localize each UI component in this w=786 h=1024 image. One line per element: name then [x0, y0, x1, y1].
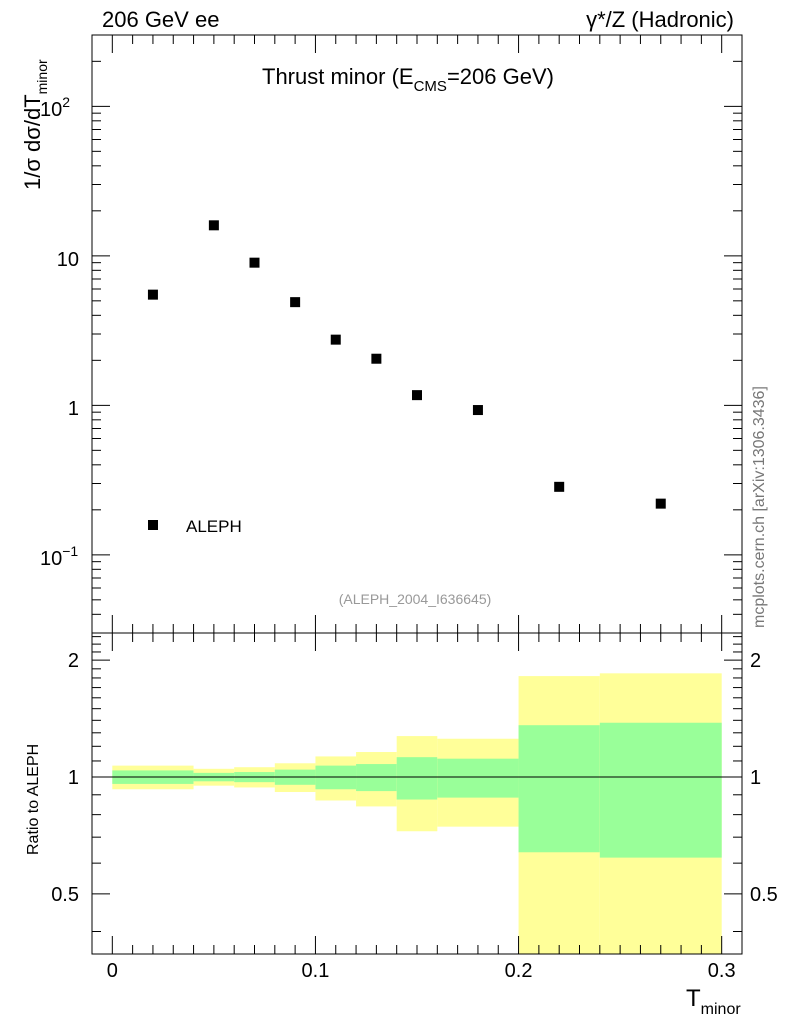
- data-point-6: [412, 390, 422, 401]
- ratio-ytick-label-left: 1: [68, 767, 79, 789]
- data-point-4: [330, 334, 341, 345]
- legend-marker: [148, 520, 158, 530]
- data-point-0: [147, 289, 158, 300]
- data-point-8: [554, 481, 565, 492]
- xtick-label: 0: [107, 960, 118, 982]
- data-point-2: [249, 257, 260, 268]
- ratio-ytick-label-left: 2: [68, 650, 79, 672]
- header-left: 206 GeV ee: [102, 7, 219, 32]
- ratio-axis-ticks: [92, 633, 742, 954]
- x-axis-label: Tminor: [686, 985, 741, 1018]
- xtick-label: 0.1: [302, 960, 330, 982]
- data-point-5: [371, 353, 382, 364]
- data-point-7: [472, 405, 483, 416]
- ratio-ytick-label-right: 1: [750, 767, 761, 789]
- ratio-ytick-label-left: 0.5: [51, 884, 79, 906]
- main-y-label-main: 1/σ dσ/dT: [20, 94, 45, 190]
- xtick-label: 0.3: [708, 960, 736, 982]
- header-right: γ*/Z (Hadronic): [586, 7, 734, 32]
- ytick-label-0.1: 10−1: [40, 543, 78, 570]
- aleph-series: [147, 220, 666, 509]
- ratio-bands: [112, 673, 722, 954]
- ratio-y-tick-labels: 0.5 0.5 1 1 2 2: [51, 650, 778, 906]
- data-point-3: [290, 297, 301, 308]
- data-point-1: [208, 220, 219, 231]
- main-title-tail: =206 GeV): [447, 64, 554, 89]
- ytick-label-100: 102: [40, 94, 70, 121]
- data-point-9: [655, 498, 666, 509]
- main-title-main: Thrust minor (E: [262, 64, 414, 89]
- ratio-ytick-label-right: 2: [750, 650, 761, 672]
- x-axis-label-sub: minor: [701, 1001, 742, 1018]
- xtick-label: 0.2: [505, 960, 533, 982]
- inner-band-5: [356, 764, 397, 792]
- inner-band-6: [396, 757, 438, 800]
- ratio-y-label: Ratio to ALEPH: [25, 744, 42, 855]
- ratio-ytick-label-right: 0.5: [750, 884, 778, 906]
- x-tick-labels: 0 0.1 0.2 0.3: [107, 960, 736, 982]
- x-axis-label-main: T: [686, 985, 701, 1012]
- legend-label: ALEPH: [186, 517, 242, 536]
- main-title: Thrust minor (ECMS=206 GeV): [262, 64, 554, 95]
- side-label: mcplots.cern.ch [arXiv:1306.3436]: [751, 386, 768, 628]
- inner-band-7: [437, 758, 519, 798]
- main-title-sub: CMS: [414, 78, 447, 95]
- main-y-label-sub: minor: [34, 59, 50, 94]
- main-axis-ticks: [92, 34, 742, 634]
- ytick-label-10: 10: [57, 249, 79, 271]
- inner-band-9: [599, 722, 722, 858]
- inner-band-8: [518, 725, 600, 853]
- main-y-label: 1/σ dσ/dTminor: [20, 59, 50, 190]
- main-plot-frame: [91, 34, 743, 634]
- analysis-annotation: (ALEPH_2004_I636645): [339, 591, 492, 607]
- ytick-label-1: 1: [68, 398, 79, 420]
